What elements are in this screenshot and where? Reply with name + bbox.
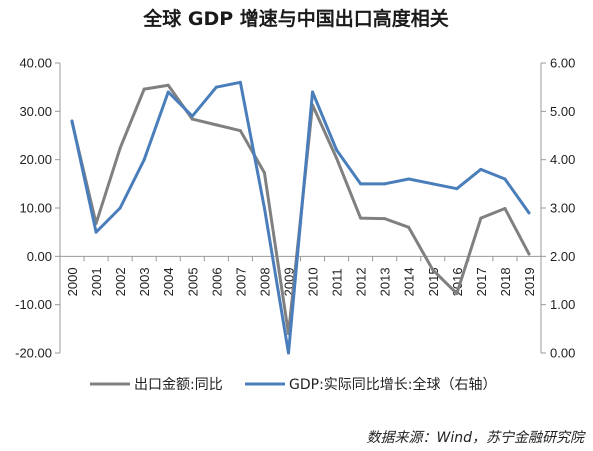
export-point [166, 83, 170, 87]
gdp-point [527, 211, 531, 215]
export-point [455, 292, 459, 296]
export-point [118, 146, 122, 150]
export-point [335, 156, 339, 160]
right-tick-label: 3.00 [550, 201, 575, 216]
x-tick-label: 2008 [257, 267, 272, 296]
gdp-point [238, 80, 242, 84]
right-tick-label: 0.00 [550, 346, 575, 361]
x-tick-label: 2001 [89, 267, 104, 296]
gdp-point [190, 114, 194, 118]
right-tick-label: 5.00 [550, 104, 575, 119]
gdp-point [262, 206, 266, 210]
x-tick-label: 2011 [330, 268, 345, 296]
left-tick-label: 0.00 [27, 249, 52, 264]
export-point [142, 87, 146, 91]
x-tick-label: 2000 [65, 267, 80, 296]
x-tick-label: 2017 [474, 267, 489, 296]
right-axis-ticks: 0.00 1.00 2.00 3.00 4.00 5.00 6.00 [541, 56, 575, 361]
x-tick-label: 2019 [522, 267, 537, 296]
left-tick-label: 20.00 [19, 152, 52, 167]
x-tick-label: 2002 [113, 267, 128, 296]
export-point [383, 217, 387, 221]
gdp-point [286, 351, 290, 355]
export-point [503, 206, 507, 210]
export-point [407, 225, 411, 229]
export-point [527, 252, 531, 256]
gdp-point [383, 182, 387, 186]
legend-label-export: 出口金额:同比 [134, 377, 223, 393]
x-tick-label: 2003 [137, 267, 152, 296]
export-point [359, 216, 363, 220]
export-point [190, 117, 194, 121]
x-tick-label: 2004 [161, 267, 176, 296]
x-tick-label: 2013 [378, 267, 393, 296]
left-tick-label: 10.00 [19, 201, 52, 216]
export-point [214, 123, 218, 127]
gdp-point [335, 148, 339, 152]
gdp-point [503, 177, 507, 181]
series-line-gdp [70, 80, 531, 355]
x-tick-label: 2012 [354, 267, 369, 296]
gdp-point [214, 85, 218, 89]
x-tick-label: 2006 [209, 267, 224, 296]
gdp-point [407, 177, 411, 181]
gdp-point [118, 206, 122, 210]
gdp-point [359, 182, 363, 186]
gdp-point [94, 230, 98, 234]
x-axis-ticks: 2000 2001 2002 2003 2004 2005 2006 2007 2008 2009… [59, 256, 542, 296]
export-point [431, 268, 435, 272]
legend-label-gdp: GDP:实际同比增长:全球（右轴） [289, 376, 497, 393]
series-lines [70, 80, 531, 355]
export-point [479, 216, 483, 220]
x-tick-label: 2014 [402, 267, 417, 296]
left-tick-label: 40.00 [19, 56, 52, 71]
legend: 出口金额:同比 GDP:实际同比增长:全球（右轴） [90, 376, 497, 393]
gdp-point [70, 119, 74, 123]
x-tick-label: 2007 [233, 267, 248, 296]
export-point [262, 171, 266, 175]
x-tick-label: 2010 [306, 267, 321, 296]
gdp-point [142, 158, 146, 162]
chart-title: 全球 GDP 增速与中国出口高度相关 [142, 7, 449, 30]
right-tick-label: 2.00 [550, 249, 575, 264]
left-tick-label: 30.00 [19, 104, 52, 119]
right-tick-label: 6.00 [550, 56, 575, 71]
x-tick-label: 2005 [185, 267, 200, 296]
gdp-point [431, 182, 435, 186]
x-tick-label: 2018 [498, 267, 513, 296]
left-tick-label: -20.00 [15, 346, 52, 361]
export-point [238, 129, 242, 133]
gdp-point [455, 187, 459, 191]
source-note: 数据来源：Wind，苏宁金融研究院 [367, 430, 586, 446]
left-tick-label: -10.00 [15, 297, 52, 312]
left-axis-ticks: -20.00 -10.00 0.00 10.00 20.00 30.00 40.00 [15, 56, 60, 361]
gdp-point [311, 90, 315, 94]
gdp-point [479, 167, 483, 171]
right-tick-label: 1.00 [550, 297, 575, 312]
gdp-point [166, 90, 170, 94]
right-tick-label: 4.00 [550, 152, 575, 167]
